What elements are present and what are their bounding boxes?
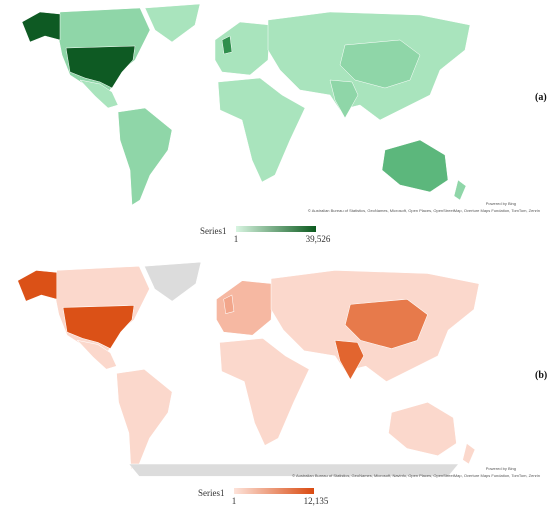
attribution: © Australian Bureau of Statistics, GeoNa…	[292, 473, 540, 478]
legend-title: Series1	[198, 488, 225, 498]
legend-gradient	[234, 488, 314, 494]
legend-min: 1	[232, 496, 237, 506]
legend-title: Series1	[200, 226, 227, 236]
legend-max: 39,526	[306, 234, 331, 244]
panel-label: (a)	[535, 92, 547, 103]
legend-gradient	[236, 226, 316, 232]
legend-min: 1	[234, 234, 239, 244]
powered-by: Powered by Bing	[486, 466, 516, 471]
panel-label: (b)	[535, 370, 547, 381]
map-b: Powered by Bing © Australian Bureau of S…	[17, 261, 547, 506]
powered-by: Powered by Bing	[486, 201, 516, 206]
legend-max: 12,135	[304, 496, 329, 506]
attribution: © Australian Bureau of Statistics, GeoNa…	[308, 208, 540, 213]
map-a: Powered by Bing © Australian Bureau of S…	[21, 3, 547, 244]
